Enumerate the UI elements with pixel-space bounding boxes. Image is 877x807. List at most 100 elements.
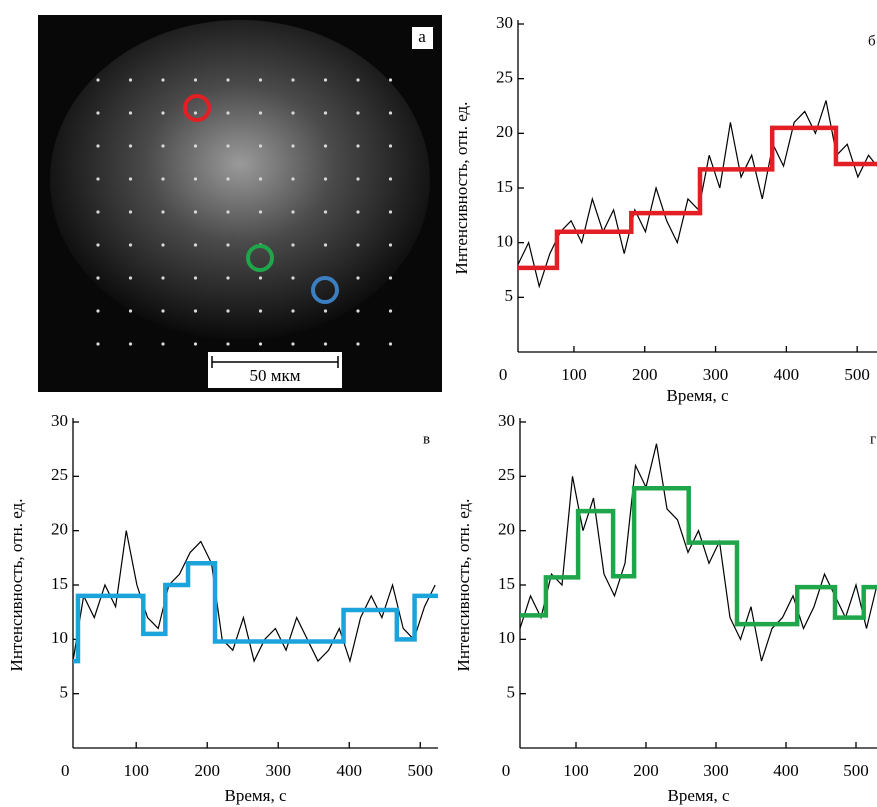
y-tick-label: 5 xyxy=(507,683,516,702)
spot xyxy=(388,78,393,82)
spot xyxy=(161,144,165,148)
spot xyxy=(356,342,360,346)
y-tick-label: 15 xyxy=(498,574,515,593)
panel-label: б xyxy=(868,33,876,49)
x-axis-title: Время, с xyxy=(224,786,286,805)
spot xyxy=(291,276,295,280)
spot xyxy=(96,144,100,148)
y-tick-label: 15 xyxy=(496,177,513,196)
intensity-trace xyxy=(72,530,436,664)
spot xyxy=(96,210,100,214)
x-tick-label: 300 xyxy=(265,761,291,780)
spot xyxy=(291,78,295,82)
spot xyxy=(258,210,263,214)
spot xyxy=(161,342,165,346)
x-tick-label: 200 xyxy=(632,365,658,384)
x-axis-title: Время, с xyxy=(667,786,729,805)
spot xyxy=(96,111,100,115)
spot xyxy=(388,177,393,181)
spot xyxy=(323,111,328,115)
x-tick-label: 0 xyxy=(502,761,511,780)
spot xyxy=(323,243,328,247)
spot xyxy=(226,342,230,346)
spot xyxy=(291,243,295,247)
spot xyxy=(96,177,100,181)
x-tick-label: 500 xyxy=(407,761,433,780)
spot xyxy=(226,309,230,313)
y-tick-label: 20 xyxy=(496,122,513,141)
y-tick-label: 25 xyxy=(496,68,513,87)
spot xyxy=(226,210,230,214)
x-tick-label: 400 xyxy=(336,761,362,780)
spot xyxy=(128,177,133,181)
spot xyxy=(193,111,198,115)
spot xyxy=(356,177,360,181)
spot xyxy=(128,309,133,313)
x-tick-label: 100 xyxy=(123,761,149,780)
spot xyxy=(388,111,393,115)
scale-bar-label: 50 мкм xyxy=(249,366,300,385)
spot xyxy=(258,309,263,313)
panel-label: а xyxy=(418,27,426,46)
spot xyxy=(161,210,165,214)
spot xyxy=(128,276,133,280)
spot xyxy=(161,309,165,313)
spot xyxy=(323,210,328,214)
spot xyxy=(161,243,165,247)
y-tick-label: 10 xyxy=(496,232,513,251)
spot xyxy=(258,276,263,280)
step-fit xyxy=(518,125,877,271)
spot xyxy=(193,309,198,313)
spot xyxy=(356,309,360,313)
spot xyxy=(258,111,263,115)
y-tick-label: 30 xyxy=(496,13,513,32)
spot xyxy=(193,276,198,280)
spot xyxy=(193,342,198,346)
spot xyxy=(96,309,100,313)
x-tick-label: 500 xyxy=(843,761,869,780)
spot xyxy=(291,210,295,214)
spot xyxy=(161,177,165,181)
spot xyxy=(323,144,328,148)
spot xyxy=(128,144,133,148)
y-tick-label: 30 xyxy=(498,411,515,430)
spot xyxy=(226,144,230,148)
spot xyxy=(356,210,360,214)
spot xyxy=(258,177,263,181)
y-tick-label: 25 xyxy=(51,465,68,484)
spot xyxy=(128,342,133,346)
y-tick-label: 20 xyxy=(498,520,515,539)
spot xyxy=(193,210,198,214)
spot xyxy=(193,78,198,82)
spot xyxy=(291,144,295,148)
x-tick-label: 300 xyxy=(703,365,729,384)
x-tick-label: 400 xyxy=(774,365,800,384)
spot xyxy=(356,243,360,247)
y-tick-label: 25 xyxy=(498,465,515,484)
spot xyxy=(96,276,100,280)
spot xyxy=(96,243,100,247)
spot xyxy=(388,210,393,214)
spot xyxy=(193,243,198,247)
spot xyxy=(291,309,295,313)
spot xyxy=(193,144,198,148)
spot xyxy=(226,78,230,82)
panel-label: г xyxy=(870,431,876,447)
spot xyxy=(323,177,328,181)
step-fit xyxy=(73,561,438,664)
y-tick-label: 10 xyxy=(498,628,515,647)
intensity-trace xyxy=(519,443,877,662)
spot xyxy=(96,78,100,82)
x-tick-label: 0 xyxy=(499,365,508,384)
y-tick-label: 5 xyxy=(60,683,69,702)
spot xyxy=(323,309,328,313)
spot xyxy=(258,342,263,346)
y-tick-label: 5 xyxy=(505,286,514,305)
x-tick-label: 100 xyxy=(561,365,587,384)
spot xyxy=(356,78,360,82)
spot xyxy=(161,276,165,280)
x-tick-label: 300 xyxy=(703,761,729,780)
spot xyxy=(258,144,263,148)
micrograph: 50 мкм а xyxy=(38,15,442,392)
panel-label: в xyxy=(423,431,430,447)
